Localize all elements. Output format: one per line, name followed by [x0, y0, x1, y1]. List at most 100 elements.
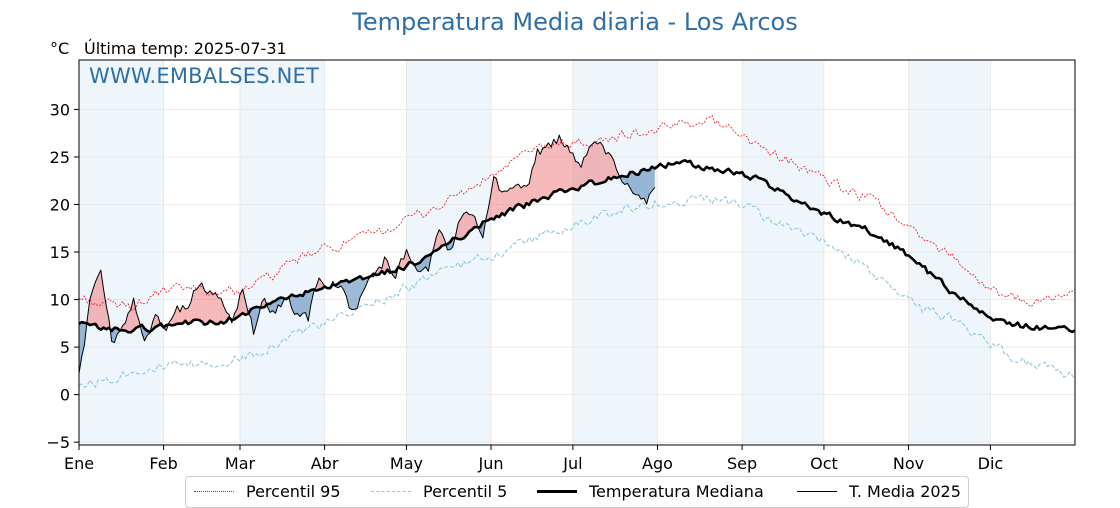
legend: Percentil 95 Percentil 5 Temperatura Med… — [185, 476, 969, 508]
fill-above-median — [242, 289, 246, 315]
fill-below-median — [638, 170, 642, 200]
fill-above-median — [611, 155, 614, 180]
fill-below-median — [297, 295, 301, 317]
y-tick-label: 20 — [50, 195, 70, 214]
fill-above-median — [507, 188, 511, 212]
fill-below-median — [343, 280, 347, 297]
fill-below-median — [652, 166, 655, 192]
fill-above-median — [521, 185, 524, 208]
fill-above-median — [531, 162, 535, 201]
fill-above-median — [564, 145, 568, 192]
fill-above-median — [130, 298, 134, 333]
axes — [74, 59, 1076, 450]
x-tick-label-ago: Ago — [642, 454, 673, 473]
fill-above-median — [501, 191, 505, 216]
fill-below-median — [81, 322, 85, 357]
fill-above-median — [461, 213, 464, 240]
fill-above-median — [261, 298, 265, 308]
fill-above-median — [515, 184, 519, 207]
month-bands — [79, 60, 991, 445]
fill-above-median — [441, 233, 445, 246]
fill-below-median — [308, 289, 311, 322]
line-percentil-5 — [78, 193, 1076, 389]
fill-above-median — [199, 282, 202, 322]
fill-below-median — [392, 271, 396, 279]
fill-above-median — [190, 290, 194, 323]
fill-above-median — [223, 305, 227, 324]
fill-above-median — [201, 282, 205, 325]
fill-above-median — [586, 147, 590, 184]
fill-above-median — [592, 141, 595, 185]
fill-above-median — [510, 188, 513, 211]
fill-below-median — [362, 278, 366, 293]
fill-above-median — [207, 290, 210, 324]
x-tick-label-dic: Dic — [978, 454, 1004, 473]
y-tick-label: 15 — [50, 243, 70, 262]
x-tick-label-jun: Jun — [478, 454, 504, 473]
fill-above-median — [605, 152, 609, 182]
fill-below-median — [340, 281, 344, 291]
y-tick-label: 0 — [60, 386, 70, 405]
x-tick-label-abr: Abr — [311, 454, 339, 473]
fill-below-median — [354, 277, 358, 310]
fill-above-median — [125, 313, 129, 333]
fill-above-median — [553, 139, 557, 192]
fill-above-median — [570, 152, 573, 190]
fill-above-median — [209, 290, 213, 323]
fill-above-median — [583, 155, 587, 186]
last-temp-label: Última temp: 2025-07-31 — [84, 39, 287, 58]
fill-above-median — [403, 249, 407, 270]
month-band-may — [406, 60, 492, 445]
watermark: WWW.EMBALSES.NET — [89, 64, 320, 88]
fill-above-median — [488, 193, 492, 221]
fill-above-median — [575, 161, 579, 191]
fill-above-median — [155, 314, 159, 328]
fill-above-median — [463, 211, 467, 239]
fill-below-median — [624, 176, 628, 185]
fill-above-median — [239, 289, 243, 316]
x-tick-label-oct: Oct — [810, 454, 838, 473]
fill-above-median — [602, 145, 606, 183]
x-tick-label-feb: Feb — [149, 454, 177, 473]
chart-title: Temperatura Media diaria - Los Arcos — [352, 8, 798, 36]
fill-above-median — [534, 148, 538, 202]
x-tick-label-mar: Mar — [225, 454, 256, 473]
fill-below-median — [630, 171, 633, 194]
fill-below-median — [300, 295, 303, 317]
fill-above-median — [545, 142, 549, 199]
x-tick-label-nov: Nov — [893, 454, 924, 473]
fill-below-median — [272, 300, 276, 314]
fill-above-median — [561, 143, 565, 192]
fill-above-median — [92, 281, 96, 325]
fill-above-median — [567, 145, 571, 192]
series-lines — [78, 114, 1076, 389]
fill-above-median — [89, 290, 93, 326]
fill-above-median — [597, 142, 601, 185]
fill-above-median — [493, 176, 497, 220]
fill-above-median — [608, 152, 612, 180]
fill-above-median — [540, 147, 543, 200]
fill-above-median — [537, 148, 541, 202]
fill-above-median — [572, 153, 576, 190]
fill-below-median — [360, 276, 363, 298]
fill-below-median — [635, 174, 639, 195]
fill-above-median — [589, 144, 593, 181]
fill-below-median — [253, 306, 257, 335]
x-tick-label-sep: Sep — [727, 454, 757, 473]
fill-above-median — [215, 292, 219, 325]
legend-label-2025: T. Media 2025 — [849, 482, 961, 501]
fill-below-median — [632, 171, 636, 195]
x-tick-label-jul: Jul — [562, 454, 582, 473]
fill-above-median — [182, 305, 186, 324]
fill-above-median — [98, 270, 101, 330]
y-tick-label: 5 — [60, 338, 70, 357]
legend-swatch-median — [537, 490, 577, 493]
fill-below-median — [641, 169, 644, 200]
legend-swatch-2025 — [797, 491, 837, 492]
fill-above-median — [529, 169, 532, 205]
fill-above-median — [551, 139, 554, 196]
fill-above-median — [171, 313, 175, 326]
fill-above-median — [212, 292, 216, 325]
month-band-nov — [908, 60, 991, 445]
